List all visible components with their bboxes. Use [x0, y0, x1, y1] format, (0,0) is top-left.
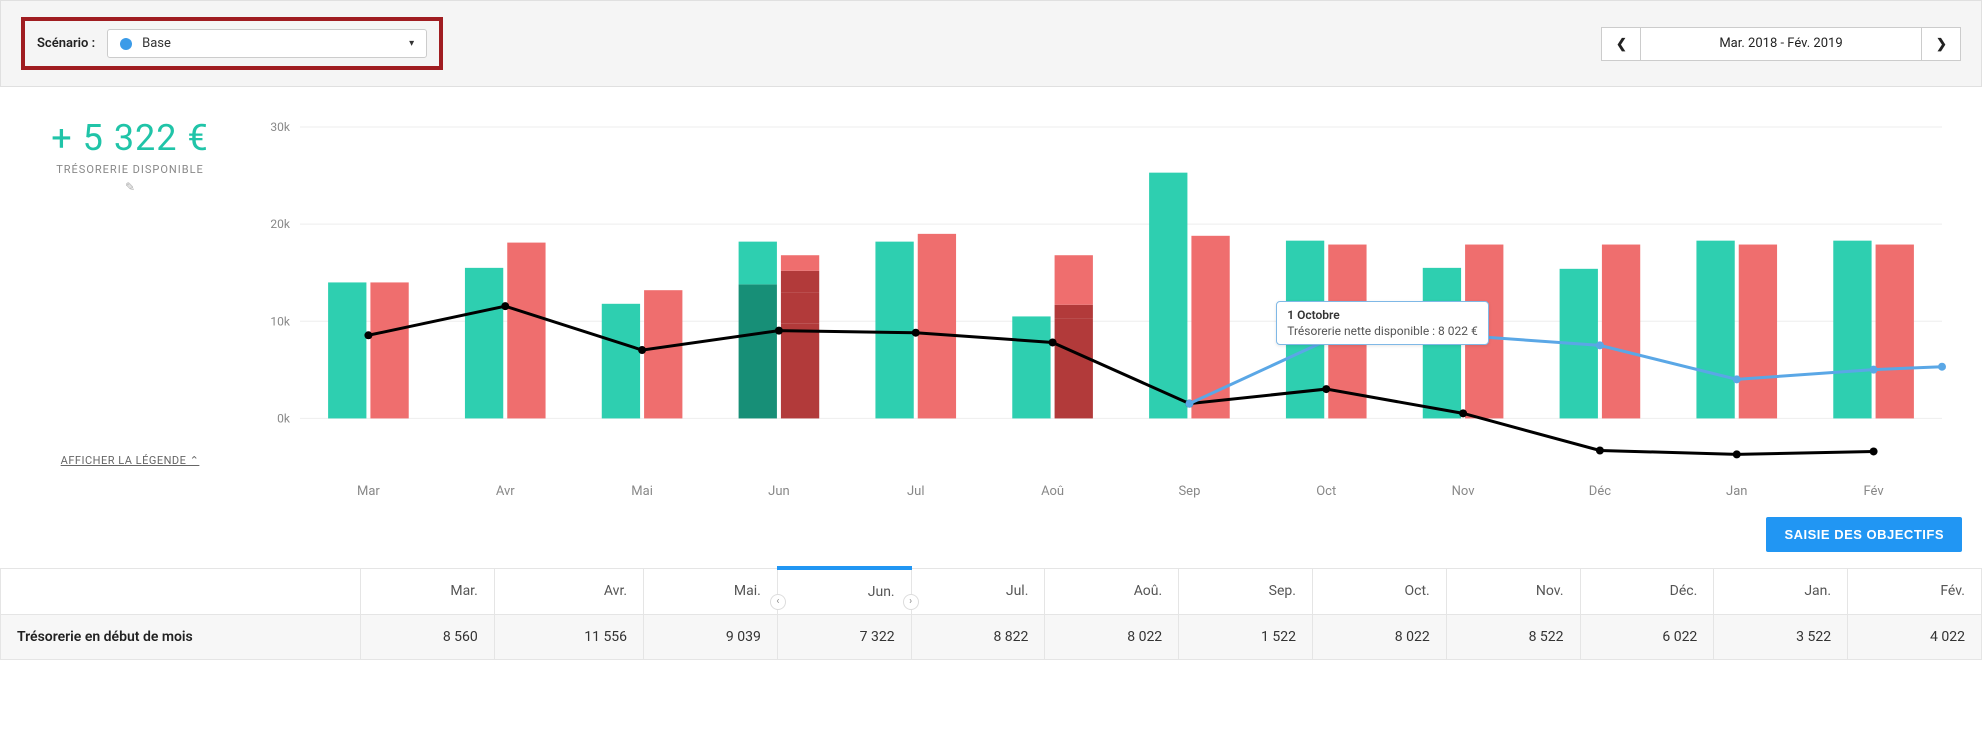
- table-cell: 8 022: [1312, 615, 1446, 660]
- table-cell: 3 522: [1714, 615, 1848, 660]
- svg-text:Jan: Jan: [1726, 484, 1747, 499]
- table-header-row: Mar.Avr.Mai.Jun.‹›Jul.Aoû.Sep.Oct.Nov.Dé…: [1, 568, 1982, 615]
- actions-bar: SAISIE DES OBJECTIFS: [0, 517, 1982, 566]
- scenario-select[interactable]: Base ▾: [107, 29, 427, 58]
- table-month-header[interactable]: Déc.: [1580, 568, 1714, 615]
- date-next-button[interactable]: ❯: [1921, 27, 1961, 61]
- scenario-highlight-box: Scénario : Base ▾: [21, 17, 443, 70]
- svg-text:Sep: Sep: [1178, 484, 1200, 499]
- treasury-table: Mar.Avr.Mai.Jun.‹›Jul.Aoû.Sep.Oct.Nov.Dé…: [0, 566, 1982, 660]
- treasury-amount: + 5 322 €: [51, 117, 208, 159]
- table-cell: 7 322: [777, 615, 911, 660]
- table-month-header[interactable]: Jun.‹›: [777, 568, 911, 615]
- table-cell: 1 522: [1179, 615, 1313, 660]
- month-next-icon[interactable]: ›: [903, 594, 919, 610]
- table-corner-cell: [1, 568, 361, 615]
- svg-text:Fév: Fév: [1863, 484, 1884, 499]
- row-label: Trésorerie en début de mois: [1, 615, 361, 660]
- table-cell: 8 522: [1446, 615, 1580, 660]
- table-month-header[interactable]: Mar.: [361, 568, 495, 615]
- table-cell: 8 560: [361, 615, 495, 660]
- table-month-header[interactable]: Avr.: [494, 568, 643, 615]
- scenario-value: Base: [142, 36, 171, 51]
- table-month-header[interactable]: Nov.: [1446, 568, 1580, 615]
- summary-side: + 5 322 € TRÉSORERIE DISPONIBLE ✎ AFFICH…: [20, 107, 240, 507]
- svg-text:Oct: Oct: [1316, 484, 1336, 499]
- svg-text:Déc: Déc: [1589, 484, 1611, 499]
- table-row: Trésorerie en début de mois 8 56011 5569…: [1, 615, 1982, 660]
- treasury-label: TRÉSORERIE DISPONIBLE: [56, 163, 204, 176]
- table-month-header[interactable]: Jul.: [911, 568, 1045, 615]
- svg-text:0k: 0k: [277, 411, 291, 425]
- table-cell: 6 022: [1580, 615, 1714, 660]
- svg-text:Jun: Jun: [768, 484, 790, 499]
- table-cell: 4 022: [1848, 615, 1982, 660]
- scenario-dot-icon: [120, 38, 132, 50]
- edit-icon[interactable]: ✎: [125, 180, 135, 194]
- svg-text:30k: 30k: [270, 120, 290, 134]
- svg-text:Aoû: Aoû: [1041, 484, 1064, 499]
- svg-text:Mar: Mar: [357, 484, 380, 499]
- svg-text:Avr: Avr: [496, 484, 515, 499]
- top-bar: Scénario : Base ▾ ❮ Mar. 2018 - Fév. 201…: [0, 0, 1982, 87]
- date-prev-button[interactable]: ❮: [1601, 27, 1641, 61]
- svg-text:20k: 20k: [270, 217, 290, 231]
- date-range-label[interactable]: Mar. 2018 - Fév. 2019: [1641, 27, 1921, 61]
- table-cell: 8 022: [1045, 615, 1179, 660]
- objectives-button[interactable]: SAISIE DES OBJECTIFS: [1766, 517, 1962, 552]
- legend-toggle-link[interactable]: AFFICHER LA LÉGENDE ⌃: [61, 454, 200, 467]
- svg-text:10k: 10k: [270, 314, 290, 328]
- table-cell: 11 556: [494, 615, 643, 660]
- svg-text:Nov: Nov: [1452, 484, 1476, 499]
- chart-container: 0k 10k 20k 30k Mar Avr Mai Jun Jul Aoû Sep Oct Nov Dé…: [250, 107, 1962, 507]
- table-month-header[interactable]: Fév.: [1848, 568, 1982, 615]
- month-prev-icon[interactable]: ‹: [770, 594, 786, 610]
- treasury-chart: 0k 10k 20k 30k Mar Avr Mai Jun Jul Aoû Sep Oct Nov Dé…: [250, 107, 1962, 507]
- table-month-header[interactable]: Mai.: [644, 568, 778, 615]
- date-range-nav: ❮ Mar. 2018 - Fév. 2019 ❯: [1601, 27, 1961, 61]
- table-month-header[interactable]: Aoû.: [1045, 568, 1179, 615]
- main-area: + 5 322 € TRÉSORERIE DISPONIBLE ✎ AFFICH…: [0, 87, 1982, 517]
- svg-text:Jul: Jul: [907, 484, 925, 499]
- table-month-header[interactable]: Jan.: [1714, 568, 1848, 615]
- scenario-label: Scénario :: [37, 36, 95, 51]
- table-month-header[interactable]: Oct.: [1312, 568, 1446, 615]
- table-cell: 9 039: [644, 615, 778, 660]
- caret-down-icon: ▾: [409, 38, 414, 49]
- table-cell: 8 822: [911, 615, 1045, 660]
- svg-text:Mai: Mai: [631, 484, 653, 499]
- table-month-header[interactable]: Sep.: [1179, 568, 1313, 615]
